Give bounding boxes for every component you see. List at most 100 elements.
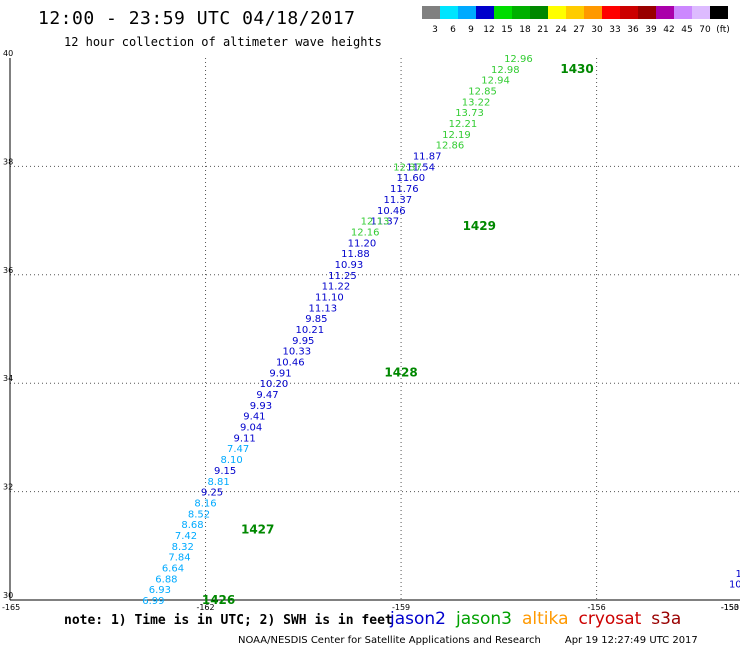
wave-height-label: 7.84 <box>168 553 190 564</box>
credit-footer: NOAA/NESDIS Center for Satellite Applica… <box>238 635 698 646</box>
y-tick-label: 30 <box>3 591 13 600</box>
x-tick-label: -156 <box>588 603 606 612</box>
color-scale-label: 33 <box>609 25 620 34</box>
units-note: note: 1) Time is in UTC; 2) SWH is in fe… <box>64 613 393 628</box>
wave-height-label: 11.25 <box>328 271 357 282</box>
pass-number-label: 1430 <box>560 62 593 76</box>
wave-height-label: 11.22 <box>322 282 351 293</box>
wave-height-label: 12.13 <box>361 217 390 228</box>
wave-height-label: 9.91 <box>269 368 291 379</box>
wave-height-label: 10.46 <box>377 206 406 217</box>
x-tick-label: -153 <box>721 603 739 612</box>
y-tick-label: 36 <box>3 266 13 275</box>
wave-height-label: 11.87 <box>413 152 442 163</box>
x-tick-label: -159 <box>392 603 410 612</box>
wave-height-label: 8.16 <box>194 498 216 509</box>
wave-height-label: 10.46 <box>276 358 305 369</box>
wave-height-label: 9.95 <box>292 336 314 347</box>
wave-height-label: 6.64 <box>162 563 184 574</box>
y-tick-label: 32 <box>3 483 13 492</box>
x-tick-label: -162 <box>196 603 214 612</box>
wave-height-label: 6.93 <box>149 585 171 596</box>
color-scale-label: 39 <box>645 25 657 34</box>
wave-height-label: 8.68 <box>181 520 203 531</box>
wave-height-label: 12.16 <box>351 227 380 238</box>
wave-height-label: 11.10 <box>315 292 344 303</box>
wave-height-label: 12.98 <box>491 65 520 76</box>
wave-height-label: 10.33 <box>282 347 311 358</box>
page-title: 12:00 - 23:59 UTC 04/18/2017 <box>38 8 356 29</box>
color-scale-swatch <box>674 6 692 19</box>
wave-height-label: 9.41 <box>243 412 265 423</box>
wave-height-label: 10.71 <box>729 580 740 591</box>
color-scale-label: 45 <box>681 25 692 34</box>
wave-height-label: 10.20 <box>260 379 289 390</box>
y-tick-label: 34 <box>3 374 13 383</box>
color-scale-swatch <box>656 6 674 19</box>
color-scale-swatch <box>476 6 494 19</box>
y-tick-label: 38 <box>3 157 13 166</box>
color-scale-label: 27 <box>573 25 584 34</box>
pass-number-label: 1429 <box>463 219 496 233</box>
legend-entry-s3a: s3a <box>651 609 682 629</box>
color-scale-swatch <box>530 6 548 19</box>
wave-height-label: 6.88 <box>155 574 177 585</box>
satellite-legend: jason2 jason3 altika cryosat s3a <box>390 609 691 629</box>
pass-number-label: 1426 <box>202 593 235 607</box>
wave-height-label: 9.47 <box>256 390 278 401</box>
color-scale-label: 21 <box>537 25 548 34</box>
color-scale-swatch <box>512 6 530 19</box>
wave-height-label: 10.93 <box>335 260 364 271</box>
wave-height-label: 7.47 <box>227 444 249 455</box>
wave-height-label: 10.21 <box>296 325 325 336</box>
color-scale-label: 15 <box>501 25 512 34</box>
wave-height-label: 8.32 <box>172 542 194 553</box>
wave-height-label: 11.37 <box>370 217 399 228</box>
color-scale-swatch <box>440 6 458 19</box>
wave-height-label: 12.19 <box>442 130 471 141</box>
x-tick-label: -165 <box>2 603 20 612</box>
wave-height-label: 9.25 <box>201 488 223 499</box>
color-scale-label: 30 <box>591 25 603 34</box>
color-scale-label: 12 <box>483 25 494 34</box>
color-scale-label: 70 <box>699 25 711 34</box>
wave-height-label: 8.10 <box>220 455 242 466</box>
x-tick-label: -150 <box>721 603 739 612</box>
wave-height-label: 9.85 <box>305 314 327 325</box>
wave-height-label: 13.22 <box>462 97 491 108</box>
wave-height-label: 10.92 <box>735 569 740 580</box>
wave-height-label: 9.93 <box>250 401 272 412</box>
wave-height-label: 8.52 <box>188 509 210 520</box>
wave-height-label: 9.11 <box>234 433 256 444</box>
legend-entry-jason3: jason3 <box>456 609 512 629</box>
color-scale-swatch <box>710 6 728 19</box>
color-scale-label: 24 <box>555 25 567 34</box>
color-scale-swatch <box>638 6 656 19</box>
color-scale-label: 3 <box>432 25 438 34</box>
wave-height-label: 6.99 <box>142 596 164 607</box>
wave-height-label: 12.21 <box>449 119 478 130</box>
wave-height-label: 12.96 <box>504 54 533 65</box>
color-scale-bar: 3 6 9 12 15 18 21 24 27 30 33 36 39 42 45 70 (ft) <box>422 6 730 34</box>
wave-height-label: 13.73 <box>455 108 484 119</box>
wave-height-label: 12.86 <box>436 141 465 152</box>
wave-height-label: 12.94 <box>481 76 510 87</box>
y-tick-label: 40 <box>3 49 13 58</box>
wave-height-label: 12.37 <box>393 162 422 173</box>
color-scale-swatch <box>422 6 440 19</box>
color-scale-swatch <box>620 6 638 19</box>
legend-entry-cryosat: cryosat <box>578 609 642 629</box>
legend-entry-jason2: jason2 <box>390 609 446 629</box>
color-scale-swatch <box>692 6 710 19</box>
wave-height-label: 9.15 <box>214 466 236 477</box>
color-scale-label: 18 <box>519 25 531 34</box>
color-scale-swatch <box>566 6 584 19</box>
color-scale-swatch <box>584 6 602 19</box>
page-subtitle: 12 hour collection of altimeter wave hei… <box>64 35 382 49</box>
color-scale-label: 9 <box>468 25 474 34</box>
generation-timestamp: Apr 19 12:27:49 UTC 2017 <box>564 635 698 646</box>
color-scale-label: (ft) <box>716 25 730 34</box>
wave-height-label: 11.76 <box>390 184 419 195</box>
wave-height-label: 11.60 <box>397 173 426 184</box>
wave-height-label: 8.81 <box>207 477 229 488</box>
